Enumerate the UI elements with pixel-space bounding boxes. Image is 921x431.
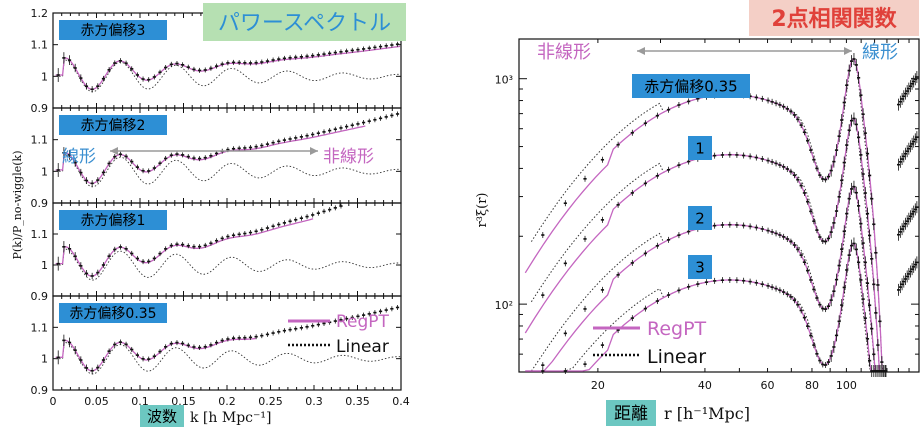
curve-label-0: 赤方偏移0.35 (644, 77, 737, 95)
power-x-label-box: 波数 (147, 407, 177, 425)
corr-x-label-box-box (606, 400, 656, 426)
regpt-curve (55, 45, 401, 90)
corr-x-label: r [h⁻¹Mpc] (664, 404, 750, 423)
power-x-label: k [h Mpc⁻¹] (190, 410, 271, 426)
curve-label-1-box (688, 136, 712, 160)
legend-linear: Linear (647, 346, 706, 368)
redshift-label-3-box (59, 303, 167, 323)
power-x-label-box-box (140, 405, 184, 427)
corr-title-box (749, 0, 919, 36)
corr-x-label-box: 距離 (614, 404, 648, 424)
linear-annotation: 線形 (62, 147, 96, 167)
redshift-label-2-box (59, 210, 167, 230)
y-tick-label: 1.1 (31, 228, 49, 241)
x-tick-label: 0.05 (84, 395, 109, 408)
y-tick-label: 1.2 (31, 7, 49, 20)
x-tick-label: 0.1 (131, 395, 149, 408)
y-tick-label: 1 (41, 353, 48, 366)
curve-label-3-box (688, 255, 712, 279)
power-title-box (203, 3, 406, 41)
y-tick-label: 1 (41, 70, 48, 83)
x-tick-label: 80 (805, 379, 819, 392)
regpt-curve (55, 125, 366, 185)
y-tick-label: 10² (495, 299, 513, 312)
x-tick-label: 20 (591, 379, 605, 392)
linear-curve (55, 59, 401, 93)
power-panel-0 (52, 12, 402, 109)
redshift-label-0-box (59, 20, 167, 40)
curve-label-3: 3 (695, 258, 705, 276)
linear-curve (55, 154, 401, 188)
x-tick-label: 0.35 (345, 395, 370, 408)
legend-linear: Linear (336, 337, 389, 357)
legend-regpt: RegPT (647, 318, 707, 340)
regpt-curve (55, 337, 256, 372)
corr-series-0 (524, 53, 919, 377)
redshift-label-1-box (59, 115, 167, 135)
x-tick-label: 100 (836, 379, 857, 392)
redshift-label-3: 赤方偏移0.35 (69, 306, 156, 322)
y-tick-label: 1.1 (31, 134, 49, 147)
curve-label-0-box (632, 74, 750, 98)
redshift-label-1: 赤方偏移2 (81, 118, 146, 134)
power-y-label: P(k)/P_no-wiggle(k) (11, 151, 24, 260)
x-tick-label: 0.4 (392, 395, 410, 408)
curve-label-1: 1 (695, 139, 705, 157)
corr-title: 2点相関関数 (771, 6, 897, 32)
x-tick-label: 0.15 (171, 395, 196, 408)
power-panel-1 (52, 107, 402, 204)
redshift-label-0: 赤方偏移3 (81, 23, 146, 39)
corr-frame (518, 38, 920, 373)
linear-annotation: 線形 (862, 42, 898, 63)
y-tick-label: 10³ (495, 74, 513, 87)
y-tick-label: 1 (41, 165, 48, 178)
x-tick-label: 0.2 (218, 395, 236, 408)
y-tick-label: 0.9 (31, 290, 49, 303)
redshift-label-2: 赤方偏移1 (81, 213, 146, 229)
nonlinear-annotation: 非線形 (537, 42, 591, 63)
x-tick-label: 60 (761, 379, 775, 392)
power-panel-3 (52, 295, 402, 391)
power-title: パワースペクトル (218, 11, 391, 36)
y-tick-label: 1.1 (31, 321, 49, 334)
x-tick-label: 0.3 (305, 395, 323, 408)
y-tick-label: 1 (41, 259, 48, 272)
corr-series-3 (525, 237, 919, 377)
linear-curve (531, 242, 887, 372)
corr-series-1 (524, 112, 919, 377)
y-tick-label: 1.1 (31, 39, 49, 52)
curve-label-2-box (688, 206, 712, 230)
corr-y-label: r³ξ(r) (475, 193, 490, 228)
x-tick-label: 40 (698, 379, 712, 392)
linear-curve (55, 248, 401, 281)
y-tick-label: 0.9 (31, 102, 49, 115)
x-tick-label: 0 (50, 395, 57, 408)
curve-label-2: 2 (695, 209, 705, 227)
legend-regpt: RegPT (336, 312, 390, 332)
nonlinear-annotation: 非線形 (323, 147, 374, 167)
x-tick-label: 0.25 (258, 395, 283, 408)
y-tick-label: 0.9 (31, 384, 49, 397)
y-tick-label: 0.9 (31, 197, 49, 210)
